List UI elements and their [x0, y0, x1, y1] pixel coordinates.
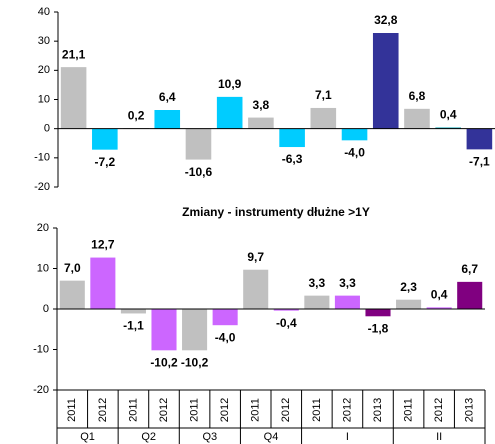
data-label: 6,7 — [461, 262, 478, 276]
bar — [426, 307, 452, 309]
group-label: Q2 — [141, 431, 156, 443]
bar — [279, 128, 305, 148]
data-label: -10,2 — [150, 355, 178, 369]
bar — [372, 33, 399, 129]
data-label: -10,2 — [181, 355, 209, 369]
bar — [334, 295, 360, 309]
data-label: 21,1 — [62, 47, 86, 61]
x-tick-label: 2011 — [66, 398, 78, 422]
bar — [457, 281, 483, 309]
bar — [404, 108, 430, 129]
data-label: 0,4 — [440, 108, 457, 122]
bar — [243, 269, 269, 309]
y-tick-label: -10 — [34, 152, 50, 164]
data-label: -7,2 — [94, 155, 115, 169]
x-tick-label: 2012 — [433, 398, 445, 422]
x-tick-label: 2012 — [97, 398, 109, 422]
y-tick-label: -20 — [34, 181, 50, 193]
x-tick-label: 2011 — [127, 398, 139, 422]
bar — [90, 257, 116, 309]
bar — [304, 295, 330, 309]
data-label: -4,0 — [215, 330, 236, 344]
x-tick-label: 2012 — [280, 398, 292, 422]
x-tick-label: 2013 — [464, 398, 476, 422]
x-tick-label: 2012 — [219, 398, 231, 422]
bar — [466, 128, 493, 150]
y-tick-label: -10 — [33, 343, 49, 355]
data-label: 3,8 — [253, 98, 270, 112]
data-label: 9,7 — [247, 250, 264, 264]
bar — [151, 309, 177, 351]
data-label: 10,9 — [218, 77, 242, 91]
data-label: 3,3 — [339, 276, 356, 290]
x-tick-label: 2011 — [402, 398, 414, 422]
bar — [216, 96, 243, 129]
bar — [341, 128, 368, 141]
group-label: II — [436, 431, 442, 443]
group-label: Q4 — [264, 431, 279, 443]
bar — [248, 117, 274, 129]
data-label: 7,0 — [64, 261, 81, 275]
bar — [365, 309, 391, 317]
x-tick-label: 2013 — [372, 398, 384, 422]
y-tick-label: 20 — [37, 222, 49, 234]
data-label: -1,8 — [368, 321, 389, 335]
y-tick-label: 10 — [37, 262, 49, 274]
bar — [396, 299, 422, 309]
data-label: 12,7 — [91, 238, 115, 252]
x-tick-label: 2011 — [250, 398, 262, 422]
data-label: 6,8 — [409, 89, 426, 103]
group-label: Q3 — [203, 431, 218, 443]
data-label: 2,3 — [400, 280, 417, 294]
data-label: -6,3 — [282, 152, 303, 166]
data-label: -1,1 — [123, 319, 144, 333]
data-label: 0,4 — [431, 288, 448, 302]
x-tick-label: 2011 — [311, 398, 323, 422]
bar — [154, 110, 181, 129]
bar — [120, 309, 146, 314]
bar — [92, 128, 118, 150]
data-label: 0,2 — [128, 108, 145, 122]
data-label: 3,3 — [309, 276, 326, 290]
data-label: -7,1 — [469, 155, 490, 169]
bar — [185, 128, 212, 160]
bar — [435, 127, 461, 129]
chart-title: Zmiany - instrumenty dłużne >1Y — [182, 205, 370, 219]
data-label: 32,8 — [374, 13, 398, 27]
data-label: -10,6 — [185, 165, 213, 179]
bar — [60, 67, 87, 129]
data-label: -4,0 — [344, 146, 365, 160]
data-label: 6,4 — [159, 90, 176, 104]
y-tick-label: 20 — [38, 64, 50, 76]
data-label: -0,4 — [276, 316, 297, 330]
y-tick-label: -20 — [33, 384, 49, 396]
group-label: I — [346, 431, 349, 443]
bar — [59, 280, 85, 309]
y-tick-label: 10 — [38, 93, 50, 105]
x-tick-label: 2012 — [158, 398, 170, 422]
data-label: 7,1 — [315, 88, 332, 102]
group-label: Q1 — [80, 431, 95, 443]
y-tick-label: 0 — [43, 303, 49, 315]
bar — [212, 309, 238, 326]
bar — [310, 107, 337, 129]
bar — [182, 309, 208, 351]
y-tick-label: 30 — [38, 35, 50, 47]
x-tick-label: 2011 — [188, 398, 200, 422]
y-tick-label: 40 — [38, 6, 50, 18]
y-tick-label: 0 — [44, 123, 50, 135]
x-tick-label: 2012 — [341, 398, 353, 422]
bar — [273, 309, 299, 311]
